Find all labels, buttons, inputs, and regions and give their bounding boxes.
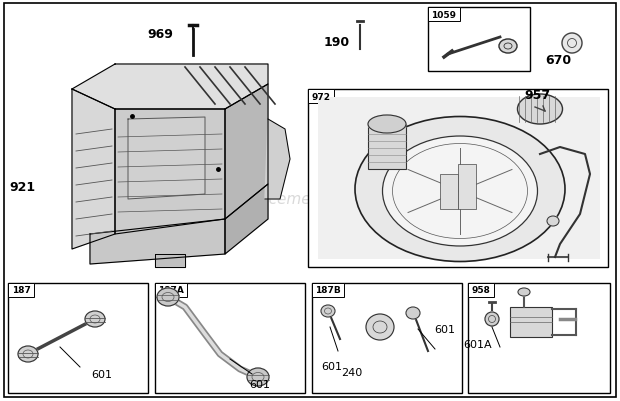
- Bar: [440, 174, 458, 209]
- Polygon shape: [72, 65, 268, 110]
- Bar: [428, 8, 530, 72]
- Ellipse shape: [499, 40, 517, 54]
- Ellipse shape: [157, 288, 179, 306]
- Polygon shape: [72, 90, 115, 249]
- Bar: [155, 283, 187, 297]
- Polygon shape: [90, 219, 225, 264]
- Ellipse shape: [562, 34, 582, 54]
- Ellipse shape: [406, 307, 420, 319]
- Bar: [8, 283, 34, 297]
- Bar: [368, 125, 406, 170]
- Text: 670: 670: [545, 54, 571, 67]
- Bar: [308, 90, 608, 267]
- Ellipse shape: [321, 305, 335, 317]
- Polygon shape: [225, 85, 268, 219]
- Polygon shape: [155, 254, 185, 267]
- Bar: [8, 283, 148, 393]
- Ellipse shape: [368, 116, 406, 134]
- Text: 969: 969: [147, 27, 173, 41]
- Text: 921: 921: [9, 181, 35, 194]
- Ellipse shape: [485, 312, 499, 326]
- Text: 601: 601: [249, 379, 270, 389]
- Ellipse shape: [518, 288, 530, 296]
- Ellipse shape: [18, 346, 38, 362]
- Ellipse shape: [547, 217, 559, 227]
- Ellipse shape: [247, 368, 269, 386]
- Ellipse shape: [366, 314, 394, 340]
- Text: 187B: 187B: [315, 286, 341, 295]
- Text: 601A: 601A: [464, 339, 492, 349]
- Text: 972: 972: [311, 92, 330, 101]
- Ellipse shape: [85, 311, 105, 327]
- Bar: [318, 98, 600, 259]
- Polygon shape: [128, 118, 205, 200]
- Ellipse shape: [355, 117, 565, 262]
- Text: 601: 601: [322, 361, 342, 371]
- Text: 1059: 1059: [432, 10, 456, 20]
- Polygon shape: [115, 110, 225, 235]
- Text: 601: 601: [92, 369, 112, 379]
- Bar: [312, 283, 462, 393]
- Bar: [428, 8, 460, 22]
- Ellipse shape: [383, 137, 538, 246]
- Bar: [510, 307, 552, 337]
- Polygon shape: [265, 120, 290, 200]
- Ellipse shape: [518, 95, 562, 125]
- Bar: [458, 164, 476, 209]
- Text: 240: 240: [342, 367, 363, 377]
- Text: 958: 958: [472, 286, 490, 295]
- Text: 187: 187: [12, 286, 30, 295]
- Bar: [468, 283, 494, 297]
- Bar: [308, 90, 334, 104]
- Text: 957: 957: [524, 89, 550, 102]
- Bar: [468, 283, 610, 393]
- Text: 190: 190: [324, 35, 350, 49]
- Polygon shape: [225, 184, 268, 254]
- Bar: [155, 283, 305, 393]
- Text: eReplacementParts.com: eReplacementParts.com: [216, 192, 404, 207]
- Bar: [312, 283, 344, 297]
- Text: 601: 601: [435, 324, 456, 334]
- Text: 187A: 187A: [158, 286, 184, 295]
